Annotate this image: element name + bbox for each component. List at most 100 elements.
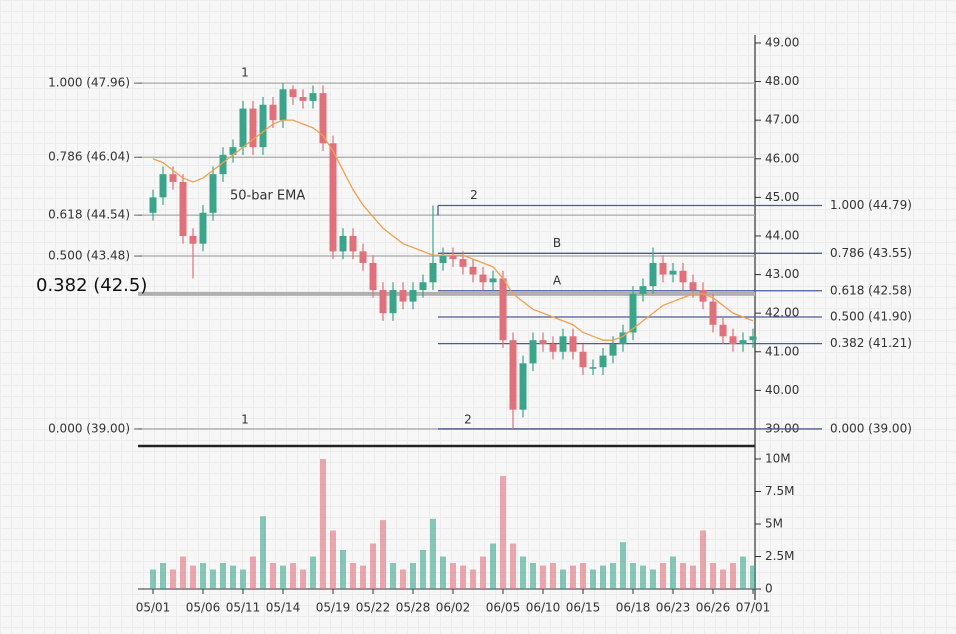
candle-body bbox=[459, 259, 467, 267]
candle bbox=[239, 100, 247, 155]
candle-body bbox=[339, 235, 347, 252]
volume-bar bbox=[300, 569, 306, 589]
volume-bar bbox=[360, 565, 366, 589]
volume-bar bbox=[500, 475, 506, 589]
candle bbox=[399, 282, 407, 310]
candle-body bbox=[359, 251, 367, 263]
volume-bar bbox=[330, 530, 336, 589]
volume-bar bbox=[370, 543, 376, 589]
candle-body bbox=[619, 332, 627, 345]
candle-body bbox=[259, 104, 267, 148]
volume-bar bbox=[710, 563, 716, 589]
volume-tick-label: 0 bbox=[765, 582, 773, 596]
candle bbox=[719, 317, 727, 345]
candle bbox=[539, 332, 547, 352]
y-tick-label: 45.00 bbox=[765, 190, 799, 204]
volume-bar bbox=[460, 565, 466, 589]
candle-body bbox=[379, 290, 387, 314]
fib-level-label: 0.000 (39.00) bbox=[830, 421, 912, 435]
candle bbox=[569, 328, 577, 360]
x-tick-label: 05/11 bbox=[226, 601, 261, 615]
candle bbox=[249, 100, 257, 155]
candle bbox=[439, 247, 447, 271]
candle bbox=[269, 97, 277, 128]
candle-body bbox=[699, 290, 707, 302]
y-tick-label: 41.00 bbox=[765, 344, 799, 358]
volume-bar bbox=[180, 556, 186, 589]
annotation: A bbox=[553, 273, 562, 287]
volume-bar bbox=[630, 563, 636, 589]
candle-body bbox=[739, 340, 747, 345]
candle-body bbox=[219, 154, 227, 175]
volume-bar bbox=[400, 569, 406, 589]
candle-body bbox=[509, 340, 517, 410]
candle bbox=[669, 262, 677, 283]
candle-body bbox=[569, 336, 577, 352]
candle-body bbox=[489, 278, 497, 283]
candle-body bbox=[629, 293, 637, 333]
candle-body bbox=[669, 270, 677, 275]
fib-level-label: 0.618 (44.54) bbox=[48, 208, 130, 222]
volume-tick-label: 10M bbox=[765, 452, 791, 466]
candle bbox=[419, 274, 427, 298]
x-tick-label: 06/26 bbox=[696, 601, 731, 615]
candle bbox=[649, 247, 657, 294]
volume-bar bbox=[720, 569, 726, 589]
candle-body bbox=[319, 93, 327, 144]
candle-body bbox=[289, 89, 297, 97]
y-tick-label: 46.00 bbox=[765, 151, 799, 165]
candle bbox=[619, 324, 627, 352]
volume-bar bbox=[640, 565, 646, 589]
candle bbox=[509, 332, 517, 429]
y-tick-label: 43.00 bbox=[765, 267, 799, 281]
volume-bar bbox=[240, 569, 246, 589]
candle bbox=[749, 328, 757, 348]
volume-bar bbox=[670, 556, 676, 589]
candle-body bbox=[709, 301, 717, 325]
volume-bar bbox=[610, 563, 616, 589]
fib-level-label: 1.000 (47.96) bbox=[48, 76, 130, 90]
candle bbox=[529, 332, 537, 372]
candle bbox=[259, 97, 267, 155]
x-tick-label: 06/18 bbox=[616, 601, 651, 615]
candle bbox=[329, 135, 337, 260]
candle-body bbox=[469, 266, 477, 275]
x-tick-label: 07/01 bbox=[736, 601, 771, 615]
candle-body bbox=[529, 340, 537, 364]
candle bbox=[599, 347, 607, 375]
fib-level-label: 0.618 (42.58) bbox=[830, 283, 912, 297]
volume-bar bbox=[600, 565, 606, 589]
y-tick-label: 47.00 bbox=[765, 113, 799, 127]
candle-body bbox=[519, 363, 527, 410]
candle-body bbox=[369, 262, 377, 290]
volume-bar bbox=[150, 569, 156, 589]
candle-body bbox=[439, 255, 447, 263]
candle bbox=[679, 262, 687, 290]
candle-body bbox=[549, 344, 557, 352]
candle bbox=[469, 259, 477, 283]
fib-highlight-label: 0.382 (42.5) bbox=[36, 275, 147, 296]
candle-body bbox=[399, 290, 407, 302]
volume-bar bbox=[380, 520, 386, 589]
candle bbox=[189, 228, 197, 279]
candle-body bbox=[449, 255, 457, 260]
candle-body bbox=[189, 235, 197, 244]
candle-body bbox=[479, 274, 487, 283]
candle bbox=[229, 139, 237, 163]
volume-bar bbox=[260, 516, 266, 589]
candle bbox=[379, 282, 387, 321]
fib-level-label: 0.500 (43.48) bbox=[48, 249, 130, 263]
candle-body bbox=[199, 212, 207, 244]
candle bbox=[319, 85, 327, 152]
candle bbox=[199, 205, 207, 252]
volume-bar bbox=[230, 565, 236, 589]
candle bbox=[179, 174, 187, 244]
fib-marker: 2 bbox=[470, 188, 478, 202]
candle-body bbox=[579, 351, 587, 368]
volume-bar bbox=[420, 550, 426, 589]
y-tick-label: 48.00 bbox=[765, 74, 799, 88]
volume-bar bbox=[560, 569, 566, 589]
candle-body bbox=[639, 286, 647, 294]
volume-tick-label: 2.5M bbox=[765, 549, 794, 563]
candle bbox=[309, 85, 317, 109]
